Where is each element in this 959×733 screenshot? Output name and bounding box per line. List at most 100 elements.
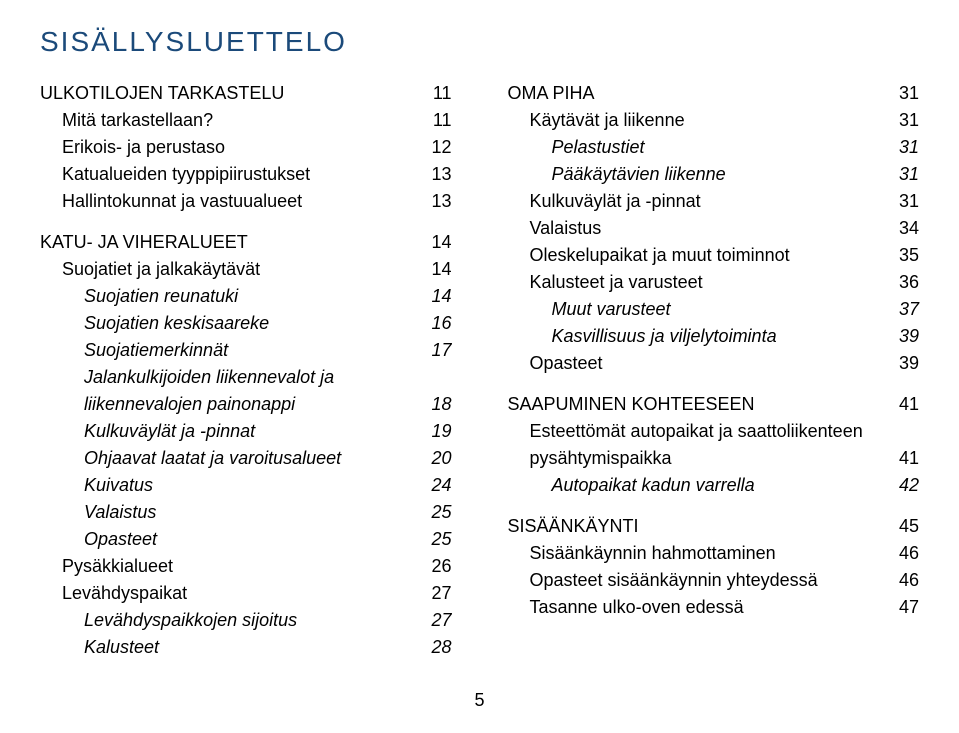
toc-page: 16: [408, 310, 452, 337]
toc-page: 11: [408, 107, 452, 134]
toc-label: SAAPUMINEN KOHTEESEEN: [508, 391, 755, 418]
toc-label: Suojatien reunatuki: [40, 283, 238, 310]
toc-row: SAAPUMINEN KOHTEESEEN41: [508, 391, 920, 418]
toc-row: pysähtymispaikka 41: [508, 445, 920, 472]
toc-label: Muut varusteet: [508, 296, 671, 323]
toc-page: 31: [875, 134, 919, 161]
toc-label: KATU- JA VIHERALUEET: [40, 229, 248, 256]
toc-label: Jalankulkijoiden liikennevalot ja: [40, 364, 334, 391]
toc-row: Muut varusteet 37: [508, 296, 920, 323]
toc-label: Erikois- ja perustaso: [40, 134, 225, 161]
toc-page: 46: [875, 567, 919, 594]
toc-right-column: OMA PIHA31Käytävät ja liikenne31Pelastus…: [508, 80, 920, 661]
toc-row: Mitä tarkastellaan?11: [40, 107, 452, 134]
toc-row: Katualueiden tyyppipiirustukset 13: [40, 161, 452, 188]
toc-label: OMA PIHA: [508, 80, 595, 107]
section-gap: [508, 377, 920, 391]
toc-page: 47: [875, 594, 919, 621]
toc-page: 24: [408, 472, 452, 499]
toc-label: Kulkuväylät ja -pinnat: [508, 188, 701, 215]
toc-row: Jalankulkijoiden liikennevalot ja: [40, 364, 452, 391]
toc-page: 13: [408, 161, 452, 188]
toc-page: 39: [875, 350, 919, 377]
toc-row: ULKOTILOJEN TARKASTELU 11: [40, 80, 452, 107]
toc-page: 11: [408, 80, 452, 107]
toc-page: 35: [875, 242, 919, 269]
toc-row: Käytävät ja liikenne 31: [508, 107, 920, 134]
toc-row: Autopaikat kadun varrella 42: [508, 472, 920, 499]
toc-page: 37: [875, 296, 919, 323]
toc-row: Suojatien keskisaareke16: [40, 310, 452, 337]
section-gap: [508, 499, 920, 513]
toc-label: Suojatiet ja jalkakäytävät: [40, 256, 260, 283]
toc-label: Kasvillisuus ja viljelytoiminta: [508, 323, 777, 350]
toc-label: SISÄÄNKÄYNTI: [508, 513, 639, 540]
toc-label: Suojatiemerkinnät: [40, 337, 228, 364]
toc-row: Kalusteet28: [40, 634, 452, 661]
toc-label: Kulkuväylät ja -pinnat: [40, 418, 255, 445]
toc-page: 27: [408, 607, 452, 634]
toc-page: 31: [875, 107, 919, 134]
toc-page: 25: [408, 526, 452, 553]
toc-row: Esteettömät autopaikat ja saattoliikente…: [508, 418, 920, 445]
page: SISÄLLYSLUETTELO ULKOTILOJEN TARKASTELU1…: [0, 0, 959, 733]
toc-page: 14: [408, 256, 452, 283]
toc-row: Valaistus25: [40, 499, 452, 526]
toc-row: Tasanne ulko-oven edessä 47: [508, 594, 920, 621]
toc-row: Opasteet sisäänkäynnin yhteydessä46: [508, 567, 920, 594]
toc-row: Oleskelupaikat ja muut toiminnot 35: [508, 242, 920, 269]
toc-row: liikennevalojen painonappi 18: [40, 391, 452, 418]
toc-page: 20: [408, 445, 452, 472]
toc-page: 13: [408, 188, 452, 215]
toc-label: Autopaikat kadun varrella: [508, 472, 755, 499]
toc-label: Oleskelupaikat ja muut toiminnot: [508, 242, 790, 269]
toc-label: Levähdyspaikat: [40, 580, 187, 607]
toc-row: Hallintokunnat ja vastuualueet13: [40, 188, 452, 215]
toc-page: 45: [875, 513, 919, 540]
toc-page: 31: [875, 188, 919, 215]
toc-row: SISÄÄNKÄYNTI 45: [508, 513, 920, 540]
toc-row: Erikois- ja perustaso 12: [40, 134, 452, 161]
toc-row: OMA PIHA 31: [508, 80, 920, 107]
toc-row: KATU- JA VIHERALUEET 14: [40, 229, 452, 256]
toc-page: 14: [408, 229, 452, 256]
toc-row: Levähdyspaikkojen sijoitus 27: [40, 607, 452, 634]
toc-page: 41: [875, 445, 919, 472]
toc-page: 34: [875, 215, 919, 242]
toc-left-column: ULKOTILOJEN TARKASTELU 11Mitä tarkastella…: [40, 80, 452, 661]
toc-row: Kasvillisuus ja viljelytoiminta39: [508, 323, 920, 350]
toc-label: Kalusteet ja varusteet: [508, 269, 703, 296]
toc-page: 42: [875, 472, 919, 499]
toc-label: Levähdyspaikkojen sijoitus: [40, 607, 297, 634]
toc-label: Käytävät ja liikenne: [508, 107, 685, 134]
toc-label: Opasteet: [508, 350, 603, 377]
toc-label: Valaistus: [508, 215, 602, 242]
toc-row: Levähdyspaikat27: [40, 580, 452, 607]
toc-label: liikennevalojen painonappi: [40, 391, 295, 418]
toc-page: 17: [408, 337, 452, 364]
toc-columns: ULKOTILOJEN TARKASTELU 11Mitä tarkastella…: [40, 80, 919, 661]
toc-label: Opasteet: [40, 526, 157, 553]
toc-row: Ohjaavat laatat ja varoitusalueet20: [40, 445, 452, 472]
toc-row: Opasteet 25: [40, 526, 452, 553]
toc-row: Sisäänkäynnin hahmottaminen46: [508, 540, 920, 567]
toc-label: Esteettömät autopaikat ja saattoliikente…: [508, 418, 863, 445]
toc-row: Pelastustiet31: [508, 134, 920, 161]
toc-row: Suojatiet ja jalkakäytävät 14: [40, 256, 452, 283]
toc-row: Suojatiemerkinnät 17: [40, 337, 452, 364]
toc-page: 18: [408, 391, 452, 418]
toc-page: 12: [408, 134, 452, 161]
toc-page: 14: [408, 283, 452, 310]
toc-page: 19: [408, 418, 452, 445]
toc-row: Valaistus 34: [508, 215, 920, 242]
toc-label: Kalusteet: [40, 634, 159, 661]
toc-label: Katualueiden tyyppipiirustukset: [40, 161, 310, 188]
toc-page: 36: [875, 269, 919, 296]
toc-row: Pääkäytävien liikenne31: [508, 161, 920, 188]
toc-label: Kuivatus: [40, 472, 153, 499]
toc-label: Tasanne ulko-oven edessä: [508, 594, 744, 621]
toc-page: 31: [875, 161, 919, 188]
toc-page: 31: [875, 80, 919, 107]
toc-label: ULKOTILOJEN TARKASTELU: [40, 80, 284, 107]
toc-label: pysähtymispaikka: [508, 445, 672, 472]
